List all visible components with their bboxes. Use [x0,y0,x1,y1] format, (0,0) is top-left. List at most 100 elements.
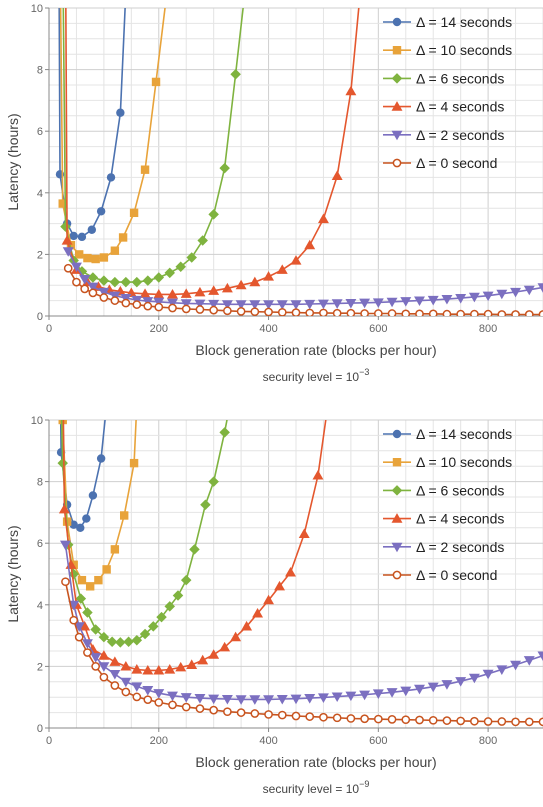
data-point [292,712,299,719]
legend-label: Δ = 4 seconds [416,99,504,115]
legend-label: Δ = 2 seconds [416,539,504,555]
legend-label: Δ = 4 seconds [416,511,504,527]
data-point [100,253,108,261]
legend-item: Δ = 4 seconds [383,511,504,527]
data-point [109,656,120,666]
data-point [70,617,77,624]
legend-marker [393,46,401,54]
data-point [197,655,208,665]
legend-item: Δ = 10 seconds [383,42,512,58]
data-point [183,305,190,312]
data-point [107,173,115,181]
x-tick-label: 200 [150,323,168,335]
series-line [59,0,126,237]
y-tick-label: 10 [31,415,43,427]
data-point [89,491,97,499]
x-tick-label: 400 [259,735,277,747]
data-point [196,306,203,313]
legend-label: Δ = 10 seconds [416,42,512,58]
legend-marker [393,458,401,466]
series-5 [65,265,543,318]
legend-label: Δ = 14 seconds [416,14,512,30]
data-point [210,707,217,714]
data-point [443,311,450,318]
legend-item: Δ = 2 seconds [383,539,504,555]
x-tick-label: 600 [369,323,387,335]
data-point [83,254,91,262]
data-point [100,294,107,301]
data-point [169,701,176,708]
data-point [292,309,299,316]
data-point [320,714,327,721]
data-point [402,716,409,723]
data-point [116,109,124,117]
y-tick-label: 0 [37,723,43,735]
series-5 [62,578,543,725]
data-point [82,607,93,618]
data-point [196,705,203,712]
x-tick-label: 800 [479,323,497,335]
data-point [224,307,231,314]
legend-label: Δ = 0 second [416,567,497,583]
data-point [230,69,241,80]
data-point [143,275,154,286]
data-point [110,277,121,288]
data-point [81,285,88,292]
data-point [152,78,160,86]
data-point [318,214,329,224]
data-point [122,299,129,306]
data-point [320,309,327,316]
data-point [251,710,258,717]
legend-item: Δ = 14 seconds [383,426,512,442]
data-point [277,264,288,274]
data-point [111,545,119,553]
data-point [92,663,99,670]
y-axis-title: Latency (hours) [5,525,21,622]
legend-label: Δ = 10 seconds [416,454,512,470]
data-point [219,163,230,174]
y-tick-label: 6 [37,126,43,138]
data-point [122,688,129,695]
data-point [165,268,176,279]
data-point [249,277,260,287]
data-point [210,307,217,314]
legend-item: Δ = 0 second [383,155,497,171]
security-level-caption: security level = 10−9 [263,779,370,796]
legend-item: Δ = 14 seconds [383,14,512,30]
legend-marker [393,571,400,578]
data-point [538,652,543,662]
data-point [189,544,200,555]
data-point [208,209,219,220]
series-line [66,0,365,294]
x-tick-label: 400 [259,323,277,335]
data-point [169,304,176,311]
data-point [82,514,90,522]
security-level-caption: security level = 10−3 [263,367,370,384]
data-point [457,717,464,724]
data-point [133,693,140,700]
data-point [120,511,128,519]
data-point [65,265,72,272]
data-point [183,703,190,710]
data-point [130,209,138,217]
data-point [75,250,83,258]
series-2 [57,358,232,647]
data-point [70,232,78,240]
x-axis-title: Block generation rate (blocks per hour) [195,342,436,358]
data-point [109,670,120,680]
data-point [86,582,94,590]
data-point [111,247,119,255]
legend-marker [392,485,403,496]
data-point [111,297,118,304]
series-4 [60,541,543,705]
data-point [88,226,96,234]
data-point [219,427,230,438]
data-point [443,717,450,724]
data-point [76,634,83,641]
data-point [279,711,286,718]
data-point [208,476,219,487]
data-point [265,711,272,718]
